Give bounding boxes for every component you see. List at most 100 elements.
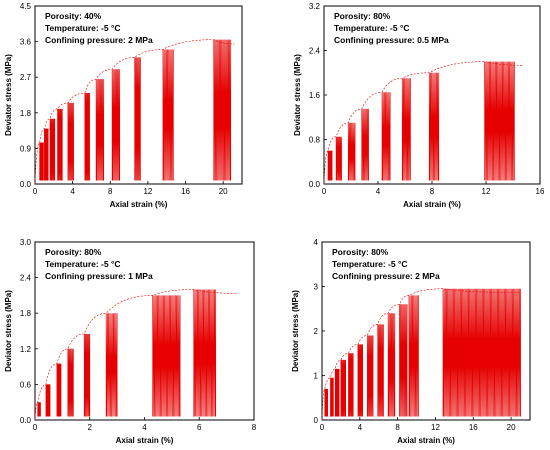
cycle-loop-5 xyxy=(83,333,91,417)
cycle-loop-6 xyxy=(84,93,90,181)
x-tick-label: 0 xyxy=(322,187,327,196)
x-tick-label: 20 xyxy=(219,187,228,196)
cycle-loop-11 xyxy=(213,39,232,181)
y-tick-label: 3.2 xyxy=(309,2,321,11)
annotation-line: Porosity: 40% xyxy=(45,11,102,21)
x-tick-label: 6 xyxy=(197,423,202,432)
y-tick-label: 1 xyxy=(314,372,319,381)
y-tick-label: 3.6 xyxy=(20,38,32,47)
y-tick-label: 0 xyxy=(314,416,319,425)
y-tick-label: 0.0 xyxy=(20,180,32,189)
envelope-curve xyxy=(34,289,238,421)
annotation-line: Porosity: 80% xyxy=(332,247,389,257)
envelope-curve xyxy=(323,61,524,185)
cycle-loop-2 xyxy=(44,128,49,181)
y-axis-title: Deviator stress (MPa) xyxy=(293,54,302,136)
annotation-line: Temperature: -5 °C xyxy=(334,23,410,33)
x-axis-title: Axial strain (%) xyxy=(403,200,461,209)
y-tick-label: 3.0 xyxy=(20,238,32,247)
annotation-line: Confining pressure: 0.5 MPa xyxy=(334,35,449,45)
chart-panel-3: 0 2 4 6 8 0.0 0.6 1.2 1.8 2.4 3.0 Axial strain (%) D… xyxy=(4,238,257,445)
x-tick-label: 8 xyxy=(395,423,400,432)
x-tick-label: 12 xyxy=(482,187,491,196)
cycle-loop-1 xyxy=(37,402,41,417)
cycle-loop-8 xyxy=(111,69,121,181)
chart-panel-1: 0 4 8 12 16 20 0.0 0.9 1.8 2.7 3.6 4.5 Axial strain … xyxy=(4,2,243,209)
annotation-line: Confining pressure: 1 MPa xyxy=(45,271,153,281)
cycle-loop-4 xyxy=(361,108,369,181)
x-tick-label: 4 xyxy=(142,423,147,432)
y-tick-label: 2 xyxy=(314,327,319,336)
x-tick-label: 0 xyxy=(33,423,38,432)
y-tick-label: 0.8 xyxy=(309,136,321,145)
cycle-loop-9 xyxy=(134,57,141,181)
cycle-loop-6 xyxy=(357,344,364,417)
cycle-loop-8 xyxy=(377,324,384,417)
cycle-loop-5 xyxy=(381,92,391,181)
x-axis-title: Axial strain (%) xyxy=(397,436,455,445)
y-axis-title: Deviator stress (MPa) xyxy=(4,54,13,136)
y-tick-label: 2.4 xyxy=(20,274,32,283)
cycle-loop-9 xyxy=(387,313,396,417)
x-tick-label: 8 xyxy=(430,187,435,196)
y-tick-label: 2.7 xyxy=(20,73,32,82)
cycle-loop-11 xyxy=(408,295,419,417)
y-tick-label: 1.2 xyxy=(20,345,32,354)
chart-panel-2: 0 4 8 12 16 0.0 0.8 1.6 2.4 3.2 Axial strain (%) De… xyxy=(293,2,545,209)
y-tick-label: 1.8 xyxy=(20,109,32,118)
y-tick-label: 0.0 xyxy=(309,180,321,189)
y-tick-label: 1.6 xyxy=(309,91,321,100)
x-tick-label: 4 xyxy=(70,187,75,196)
cycle-loop-2 xyxy=(330,377,334,417)
x-tick-label: 16 xyxy=(469,423,478,432)
x-tick-label: 16 xyxy=(181,187,190,196)
x-axis-title: Axial strain (%) xyxy=(116,436,174,445)
x-tick-label: 0 xyxy=(33,187,38,196)
annotation-line: Confining pressure: 2 MPa xyxy=(45,35,153,45)
x-tick-label: 2 xyxy=(88,423,93,432)
cycle-loop-4 xyxy=(57,108,63,181)
cycle-loop-7 xyxy=(428,72,440,181)
x-tick-label: 8 xyxy=(108,187,113,196)
y-tick-label: 4 xyxy=(314,238,319,247)
cycle-loop-6 xyxy=(401,78,411,181)
cycle-loop-3 xyxy=(56,363,62,417)
cycle-loop-3 xyxy=(347,122,356,181)
y-tick-label: 2.4 xyxy=(309,47,321,56)
cycle-loop-6 xyxy=(105,313,118,417)
annotation-line: Porosity: 80% xyxy=(45,247,102,257)
cycle-loop-5 xyxy=(348,353,354,417)
cycle-loop-1 xyxy=(39,142,44,181)
cycle-loop-1 xyxy=(327,150,333,181)
x-tick-label: 4 xyxy=(358,423,363,432)
cycle-loop-7 xyxy=(95,79,105,181)
x-tick-label: 20 xyxy=(507,423,516,432)
y-axis-title: Deviator stress (MPa) xyxy=(4,290,13,372)
annotation-line: Confining pressure: 2 MPa xyxy=(332,271,440,281)
cycle-loop-7 xyxy=(152,295,181,417)
x-tick-label: 8 xyxy=(252,423,257,432)
cycle-loop-2 xyxy=(335,136,342,181)
x-tick-label: 0 xyxy=(320,423,325,432)
y-tick-label: 0.6 xyxy=(20,380,32,389)
y-tick-label: 0.9 xyxy=(20,144,32,153)
y-tick-label: 1.8 xyxy=(20,309,32,318)
cycle-loop-8 xyxy=(193,289,217,417)
cycle-loop-10 xyxy=(162,49,174,181)
x-axis-title: Axial strain (%) xyxy=(110,200,168,209)
y-tick-label: 0.0 xyxy=(20,416,32,425)
annotation-line: Temperature: -5 °C xyxy=(45,23,121,33)
cycle-loop-7 xyxy=(367,335,374,417)
plot-frame xyxy=(34,5,243,185)
x-tick-label: 12 xyxy=(431,423,440,432)
y-tick-label: 4.5 xyxy=(20,2,32,11)
annotation-line: Porosity: 80% xyxy=(334,11,391,21)
x-tick-label: 16 xyxy=(536,187,545,196)
y-tick-label: 3 xyxy=(314,283,319,292)
annotation-line: Temperature: -5 °C xyxy=(332,259,408,269)
cycle-loop-12 xyxy=(442,288,521,417)
cycle-loop-10 xyxy=(399,304,408,417)
cycle-loop-4 xyxy=(340,359,346,417)
